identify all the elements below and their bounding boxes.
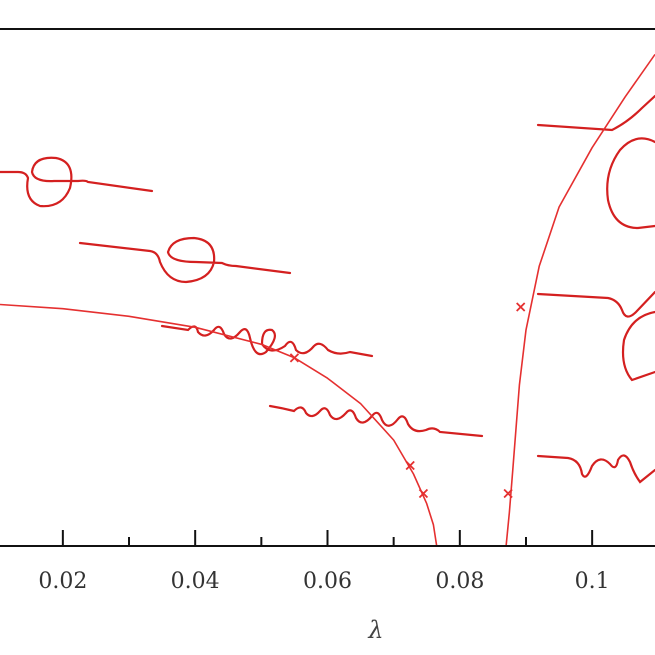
x-axis-title: λ (367, 616, 383, 644)
data-curves (0, 53, 655, 547)
x-tick-label: 0.02 (38, 569, 87, 594)
x-axis-tick-labels: 0.02 0.04 0.06 0.08 0.1 (38, 569, 609, 594)
x-tick-label: 0.06 (303, 569, 352, 594)
x-axis-ticks (61, 530, 594, 546)
x-tick-label: 0.04 (171, 569, 220, 594)
orbit-glyph (606, 137, 655, 230)
x-marker (418, 488, 429, 499)
orbit-glyph (268, 404, 484, 438)
x-marker (516, 302, 526, 312)
x-tick-label: 0.08 (435, 569, 484, 594)
orbit-glyph (0, 156, 154, 208)
orbit-glyph (536, 290, 655, 318)
orbit-glyph (78, 236, 292, 284)
orbit-glyph (621, 310, 655, 382)
data-markers (289, 302, 526, 499)
x-marker (405, 460, 415, 471)
x-tick-label: 0.1 (575, 569, 610, 594)
series-curve-1 (505, 53, 655, 547)
series-curve-0 (0, 303, 438, 547)
orbit-glyph (536, 454, 655, 484)
x-marker (289, 353, 300, 363)
orbit-glyph (160, 324, 374, 358)
orbit-glyph (536, 94, 655, 132)
orbit-glyphs (0, 94, 655, 484)
x-marker (503, 488, 513, 499)
